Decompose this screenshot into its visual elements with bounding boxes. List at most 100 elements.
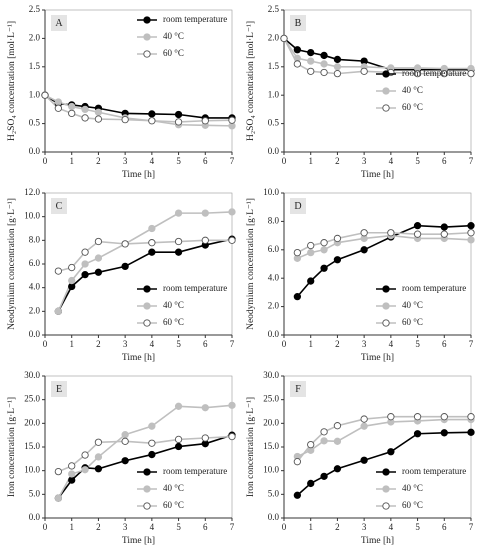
legend-label: 40 °C <box>402 483 423 493</box>
y-tick-label: 0.0 <box>29 512 41 522</box>
y-tick-label: 10.0 <box>263 187 279 197</box>
x-axis-title: Time [h] <box>122 353 155 363</box>
data-point <box>413 230 422 238</box>
data-point <box>81 105 89 114</box>
legend-marker <box>382 468 390 476</box>
panel: 0.0 2.0 4.0 6.0 8.0 10.0 12.0 0 1 2 3 4 5 6 7 Time [h] N… <box>7 187 236 363</box>
data-point <box>148 450 156 459</box>
x-tick-label: 7 <box>469 156 474 166</box>
data-point <box>148 422 156 430</box>
x-tick-label: 2 <box>96 339 101 349</box>
x-tick-label: 6 <box>203 156 208 166</box>
data-point <box>467 236 475 244</box>
data-point <box>307 57 315 65</box>
data-point <box>320 246 328 254</box>
data-point <box>320 428 328 436</box>
x-tick-label: 0 <box>43 522 48 532</box>
legend-label: room temperature <box>402 283 466 293</box>
panel-label-box <box>51 381 67 397</box>
y-tick-label: 1.0 <box>268 89 280 99</box>
data-point <box>54 104 63 112</box>
x-tick-label: 0 <box>282 522 287 532</box>
x-tick-label: 1 <box>69 522 74 532</box>
y-tick-label: 10.0 <box>24 211 40 221</box>
y-tick-label: 1.0 <box>29 89 41 99</box>
x-tick-label: 7 <box>230 522 235 532</box>
data-point <box>41 91 49 99</box>
data-point <box>81 466 89 474</box>
data-point <box>333 69 342 78</box>
data-point <box>68 263 76 272</box>
data-point <box>467 428 475 436</box>
y-tick-label: 0.5 <box>268 118 280 128</box>
x-tick-label: 3 <box>123 339 128 349</box>
data-point <box>307 479 315 488</box>
legend-label: 60 °C <box>163 317 184 327</box>
data-point <box>121 457 129 465</box>
data-point <box>293 248 302 257</box>
y-tick-label: 0.0 <box>29 146 41 156</box>
legend-marker <box>143 16 151 24</box>
data-point <box>68 282 76 291</box>
legend-label: room temperature <box>402 466 466 476</box>
x-axis-title: Time [h] <box>361 170 394 180</box>
data-point <box>360 246 368 254</box>
data-point <box>54 267 63 275</box>
y-tick-label: 2.5 <box>268 4 280 14</box>
y-axis-title: Iron concentration [g·L⁻¹] <box>7 397 17 497</box>
x-tick-label: 4 <box>150 156 155 166</box>
y-tick-label: 30.0 <box>24 370 40 380</box>
data-point <box>307 67 315 75</box>
x-tick-label: 5 <box>176 522 181 532</box>
legend-marker <box>143 302 151 310</box>
series-line <box>283 37 471 71</box>
legend-label: 40 °C <box>402 85 423 95</box>
data-point <box>201 209 209 217</box>
data-point <box>228 401 236 409</box>
data-point <box>360 67 368 75</box>
x-tick-label: 7 <box>469 522 474 532</box>
x-tick-label: 2 <box>335 339 340 349</box>
data-point <box>440 223 448 231</box>
y-tick-label: 2.0 <box>268 301 280 311</box>
data-point <box>94 453 103 461</box>
y-tick-label: 6.0 <box>268 244 280 254</box>
x-tick-label: 4 <box>150 339 155 349</box>
x-axis-title: Time [h] <box>361 353 394 363</box>
panel-label-box <box>290 381 306 397</box>
legend-marker <box>143 468 151 476</box>
y-tick-label: 6.0 <box>29 258 41 268</box>
data-point <box>293 458 302 466</box>
data-point <box>228 208 236 216</box>
panel-label: A <box>55 18 63 29</box>
x-tick-label: 6 <box>203 522 208 532</box>
data-point <box>293 46 302 54</box>
data-point <box>387 448 395 456</box>
data-point <box>440 69 448 78</box>
legend-label: room temperature <box>163 14 227 24</box>
legend-label: 60 °C <box>163 48 184 58</box>
series-line <box>44 94 233 127</box>
x-tick-label: 3 <box>362 522 367 532</box>
data-point <box>333 465 342 473</box>
legend-label: room temperature <box>402 68 466 78</box>
series-line <box>283 37 471 70</box>
data-point <box>68 476 76 484</box>
legend-label: 60 °C <box>402 317 423 327</box>
data-point <box>94 254 103 262</box>
panel-label: F <box>295 384 301 395</box>
data-point <box>201 434 209 442</box>
data-point <box>94 268 103 276</box>
data-point <box>333 55 342 64</box>
series-line <box>283 38 471 75</box>
data-point <box>228 116 236 124</box>
data-point <box>360 229 368 237</box>
data-point <box>228 236 236 244</box>
data-point <box>121 431 129 439</box>
data-point <box>293 60 302 68</box>
x-tick-label: 1 <box>69 339 74 349</box>
y-tick-label: 0.0 <box>268 512 280 522</box>
data-point <box>413 69 422 78</box>
data-point <box>360 422 368 430</box>
data-point <box>413 413 422 421</box>
